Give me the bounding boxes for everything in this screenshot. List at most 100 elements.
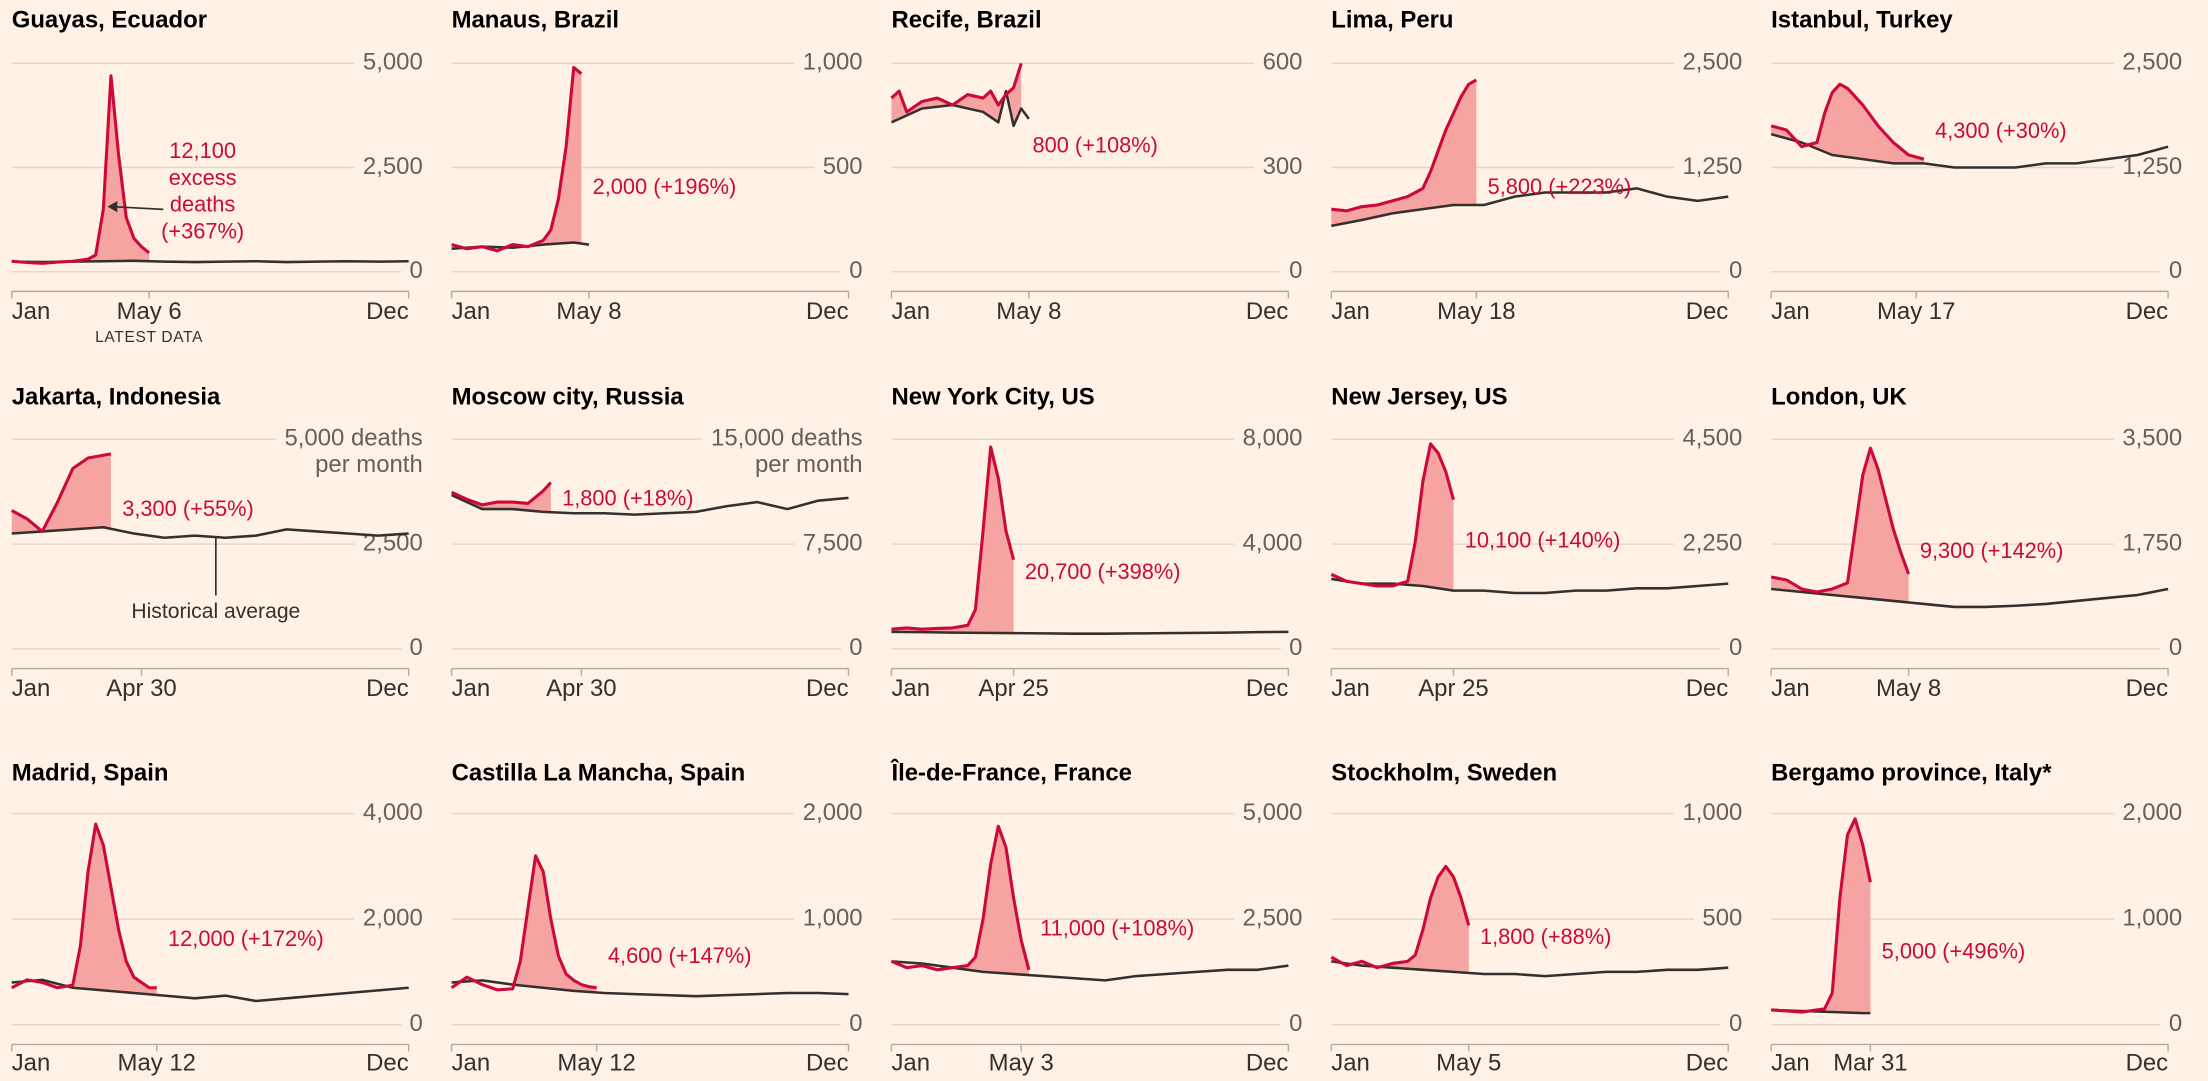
excess-label: 12,000 (+172%) (168, 926, 324, 951)
x-tick-label: Jan (452, 1049, 491, 1076)
y-tick-label: 2,500 (1682, 49, 1742, 76)
y-tick-label: 7,500 (803, 529, 863, 556)
x-tick-label: May 17 (1877, 298, 1955, 325)
x-tick-label: Dec (2126, 675, 2169, 702)
excess-label: 5,000 (+496%) (1882, 939, 2026, 964)
panel-title: Castilla La Mancha, Spain (452, 759, 746, 786)
x-tick-label: Jan (12, 298, 51, 325)
excess-shading (1771, 84, 1924, 164)
arrow-head (107, 200, 118, 213)
panel-title: Stockholm, Sweden (1331, 759, 1557, 786)
panel-title: Manaus, Brazil (452, 6, 619, 33)
data-line (891, 630, 1289, 635)
x-tick-label: Jan (1771, 1049, 1810, 1076)
x-tick-label: Dec (806, 1049, 849, 1076)
y-tick-label: 500 (823, 153, 863, 180)
excess-label: 5,800 (+223%) (1488, 174, 1632, 199)
excess-label: 1,800 (+88%) (1480, 924, 1611, 949)
data-line (10, 452, 112, 533)
x-tick-label: Jan (891, 298, 930, 325)
data-line (1770, 132, 2169, 169)
excess-label: 3,300 (+55%) (122, 496, 253, 521)
excess-shading (11, 75, 150, 263)
excess-label: (+367%) (161, 218, 244, 243)
panel: New Jersey, US 0 2,250 4,500 Jan Apr 25 Dec 10,… (1330, 384, 1742, 702)
panel: Moscow city, Russia 0 7,500 15,000 deathspe… (450, 384, 863, 702)
y-tick-label: 4,500 (1682, 424, 1742, 451)
data-line (1331, 960, 1729, 978)
panel-title: Guayas, Ecuador (12, 6, 207, 33)
excess-shading (1331, 443, 1454, 591)
y-tick-label: 0 (2169, 1010, 2182, 1037)
y-tick-label: 2,000 (2122, 799, 2182, 826)
panel: New York City, US 0 4,000 8,000 Jan Apr 25 Dec… (890, 384, 1302, 702)
panel-title: London, UK (1771, 384, 1907, 411)
y-tick-label: 0 (1729, 257, 1742, 284)
data-line (11, 822, 157, 990)
x-tick-label: Dec (366, 675, 409, 702)
excess-shading (451, 855, 597, 993)
panel-title: Île-de-France, France (890, 758, 1131, 786)
x-tick-label: May 18 (1437, 298, 1515, 325)
data-line (890, 824, 1031, 972)
y-tick-label: 2,000 (803, 799, 863, 826)
x-tick-label: Dec (366, 298, 409, 325)
x-tick-label: Dec (2126, 298, 2169, 325)
excess-label: 4,600 (+147%) (608, 943, 752, 968)
x-tick-label: Jan (891, 1049, 930, 1076)
y-tick-label: 2,500 (2122, 49, 2182, 76)
panel: Recife, Brazil 0 300 600 Jan May 8 Dec 800 (+10… (890, 6, 1302, 325)
y-tick-label: 2,000 (363, 904, 423, 931)
y-tick-label: 2,500 (1243, 904, 1303, 931)
y-tick-label: 1,000 (1682, 799, 1742, 826)
y-tick-label: 1,750 (2122, 529, 2182, 556)
panel: Castilla La Mancha, Spain 0 1,000 2,000 Jan M… (450, 759, 863, 1076)
data-line (1331, 78, 1478, 213)
y-tick-label: 0 (1289, 1010, 1302, 1037)
y-tick-label: 5,000 deaths (284, 424, 422, 451)
excess-shading (1331, 80, 1477, 226)
panel-title: Jakarta, Indonesia (12, 384, 221, 411)
data-line (1770, 446, 1911, 594)
panel: Istanbul, Turkey 0 1,250 2,500 Jan May 17 Dec 4… (1770, 6, 2182, 325)
x-tick-label: May 3 (989, 1049, 1054, 1076)
x-tick-label: Jan (452, 298, 491, 325)
x-tick-label: Apr 25 (978, 675, 1048, 702)
x-tick-label: Dec (1686, 298, 1729, 325)
excess-label: 1,800 (+18%) (562, 486, 693, 511)
data-line (1330, 442, 1455, 588)
panel-title: New Jersey, US (1331, 384, 1507, 411)
excess-label: 9,300 (+142%) (1920, 538, 2064, 563)
data-line (450, 854, 597, 992)
x-tick-label: Jan (1331, 1049, 1370, 1076)
x-tick-label: May 6 (117, 298, 182, 325)
y-tick-label: 15,000 deaths (711, 424, 863, 451)
y-tick-label: 0 (1289, 634, 1302, 661)
y-tick-label: 5,000 (1243, 799, 1303, 826)
panel: London, UK 0 1,750 3,500 Jan May 8 Dec 9,300 (+… (1770, 384, 2182, 702)
panel-title: Bergamo province, Italy* (1771, 759, 2052, 786)
data-line (890, 89, 1030, 128)
x-tick-label: May 8 (1876, 675, 1941, 702)
x-tick-label: Jan (891, 675, 930, 702)
y-tick-label: 500 (1702, 904, 1742, 931)
y-tick-label: 0 (409, 634, 422, 661)
excess-shading (1331, 866, 1469, 973)
x-tick-label: Dec (806, 675, 849, 702)
excess-label: 10,100 (+140%) (1465, 528, 1621, 553)
x-tick-label: Jan (12, 1049, 51, 1076)
data-line (891, 960, 1289, 982)
panel: Manaus, Brazil 0 500 1,000 Jan May 8 Dec 2,000 … (450, 6, 863, 325)
data-line (11, 74, 151, 265)
panel: Guayas, Ecuador 0 2,500 5,000 Jan May 6 Dec 12,… (11, 6, 423, 346)
tick-note: per month (755, 451, 863, 478)
x-tick-label: May 8 (556, 298, 621, 325)
data-line (451, 979, 849, 998)
excess-label: 12,100 (169, 138, 236, 163)
y-tick-label: 4,000 (363, 799, 423, 826)
y-tick-label: 0 (1729, 1010, 1742, 1037)
y-tick-label: 2,250 (1682, 529, 1742, 556)
